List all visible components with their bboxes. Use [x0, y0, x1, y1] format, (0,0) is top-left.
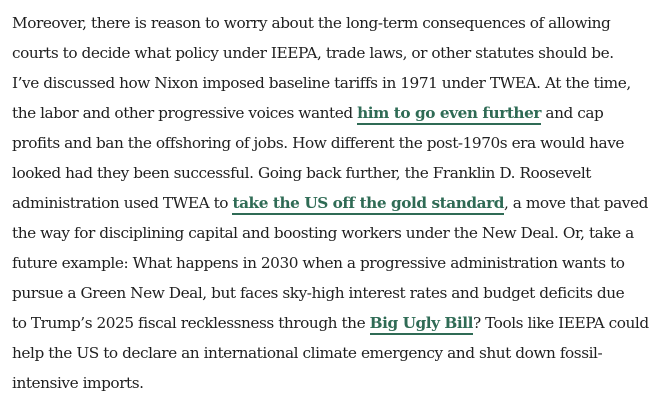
text-line-1: Moreover, there is reason to worry about… [12, 14, 611, 32]
text-line-7: administration used TWEA to take the US … [12, 188, 648, 218]
text-line-4: the labor and other progressive voices w… [12, 98, 638, 128]
text-line-6: looked had they been successful. Going b… [12, 164, 591, 182]
paragraph: Moreover, there is reason to worry about… [12, 8, 649, 398]
text-segment: administration used TWEA to [12, 194, 233, 212]
text-line-3: I’ve discussed how Nixon imposed baselin… [12, 74, 631, 92]
text-segment: to Trump’s 2025 fiscal recklessness thro… [12, 314, 370, 332]
text-segment: ? Tools like IEEPA could [472, 314, 649, 332]
link-take-us-off-gold-standard[interactable]: take the US off the gold standard [232, 194, 504, 215]
text-segment: the labor and other progressive voices w… [12, 104, 358, 122]
link-him-to-go-even-further[interactable]: him to go even further [357, 104, 541, 125]
text-line-9: future example: What happens in 2030 whe… [12, 254, 625, 272]
link-big-ugly-bill[interactable]: Big Ugly Bill [369, 314, 473, 335]
text-line-8: the way for disciplining capital and boo… [12, 224, 634, 242]
text-segment: , a move that paved [503, 194, 648, 212]
text-line-5: profits and ban the offshoring of jobs. … [12, 134, 624, 152]
text-segment: and cap [541, 104, 604, 122]
text-line-11: to Trump’s 2025 fiscal recklessness thro… [12, 308, 649, 338]
text-line-2: courts to decide what policy under IEEPA… [12, 44, 614, 62]
text-line-10: pursue a Green New Deal, but faces sky-h… [12, 284, 625, 302]
text-line-12: help the US to declare an international … [12, 344, 603, 362]
text-line-13: intensive imports. [12, 374, 144, 392]
